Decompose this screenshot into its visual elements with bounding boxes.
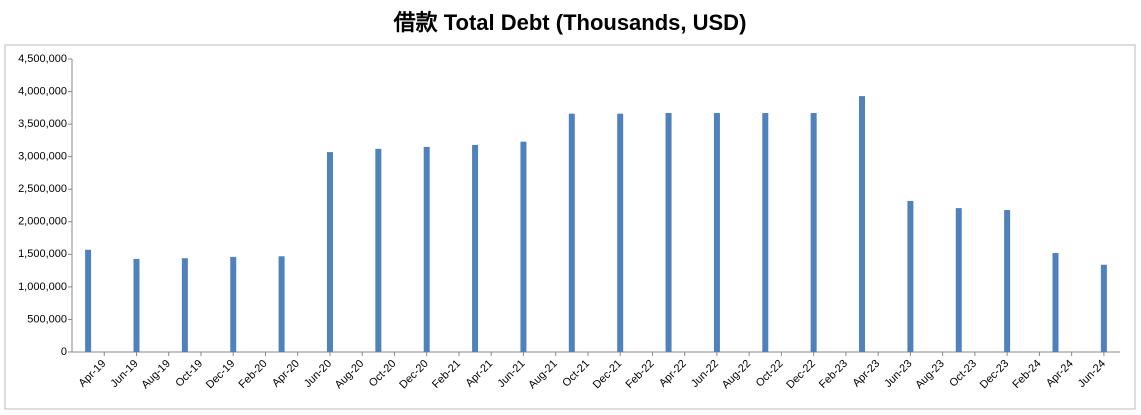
- x-tick-label: Dec-21: [591, 358, 625, 392]
- bar: [230, 256, 237, 352]
- x-tick-label: Apr-24: [1044, 358, 1076, 390]
- bar: [472, 144, 479, 352]
- x-tick-label: Jun-20: [302, 358, 334, 390]
- bar: [423, 146, 430, 352]
- x-tick-label: Dec-23: [978, 358, 1012, 392]
- x-tick-label: Dec-22: [784, 358, 818, 392]
- y-tick-label: 1,500,000: [18, 248, 67, 260]
- bar: [278, 256, 285, 352]
- y-tick-label: 1,000,000: [18, 281, 67, 293]
- bar: [810, 113, 817, 352]
- x-tick-label: Feb-22: [623, 358, 656, 391]
- x-tick-label: Apr-19: [77, 358, 109, 390]
- bar: [85, 249, 92, 352]
- bar: [133, 258, 140, 352]
- x-tick-label: Aug-20: [333, 358, 367, 392]
- chart-border: [4, 44, 1136, 410]
- x-tick-label: Aug-23: [913, 358, 947, 392]
- x-tick-label: Dec-19: [204, 358, 238, 392]
- x-tick-label: Aug-22: [720, 358, 754, 392]
- x-tick-label: Jun-21: [495, 358, 527, 390]
- x-tick-label: Jun-22: [689, 358, 721, 390]
- x-tick-label: Jun-19: [108, 358, 140, 390]
- y-tick-label: 3,500,000: [18, 118, 67, 130]
- bar: [181, 258, 188, 352]
- x-tick-label: Oct-20: [367, 358, 399, 390]
- bar: [665, 113, 672, 352]
- y-tick-label: 4,000,000: [18, 85, 67, 97]
- y-tick-label: 3,000,000: [18, 151, 67, 163]
- bar: [617, 113, 624, 353]
- bar: [907, 200, 914, 352]
- y-tick-label: 4,500,000: [18, 53, 67, 65]
- x-tick-label: Apr-20: [270, 358, 302, 390]
- bar: [955, 208, 962, 352]
- bar: [375, 148, 382, 352]
- x-tick-label: Apr-22: [657, 358, 689, 390]
- x-tick-label: Feb-23: [817, 358, 850, 391]
- x-tick-label: Aug-19: [139, 358, 173, 392]
- bar: [568, 113, 575, 353]
- chart-title: 借款 Total Debt (Thousands, USD): [393, 10, 747, 35]
- x-tick-label: Feb-21: [430, 358, 463, 391]
- bar: [1004, 210, 1011, 352]
- y-tick-label: 2,500,000: [18, 183, 67, 195]
- x-tick-label: Apr-21: [464, 358, 496, 390]
- bar: [520, 141, 527, 352]
- x-tick-label: Jun-23: [882, 358, 914, 390]
- x-tick-label: Aug-21: [526, 358, 560, 392]
- bar: [762, 113, 769, 352]
- x-tick-label: Dec-20: [397, 358, 431, 392]
- y-tick-label: 0: [61, 346, 67, 358]
- bar: [859, 96, 866, 352]
- bar: [1052, 253, 1059, 352]
- y-tick-label: 2,000,000: [18, 216, 67, 228]
- y-tick-label: 500,000: [27, 313, 67, 325]
- x-tick-label: Apr-23: [850, 358, 882, 390]
- x-tick-label: Jun-24: [1076, 358, 1108, 390]
- bar: [713, 113, 720, 352]
- x-tick-label: Feb-24: [1010, 358, 1043, 391]
- bar: [326, 152, 333, 352]
- x-tick-label: Feb-20: [237, 358, 270, 391]
- bar: [1100, 264, 1107, 352]
- x-tick-label: Oct-19: [173, 358, 205, 390]
- x-tick-label: Oct-23: [947, 358, 979, 390]
- x-tick-label: Oct-22: [754, 358, 786, 390]
- x-tick-label: Oct-21: [560, 358, 592, 390]
